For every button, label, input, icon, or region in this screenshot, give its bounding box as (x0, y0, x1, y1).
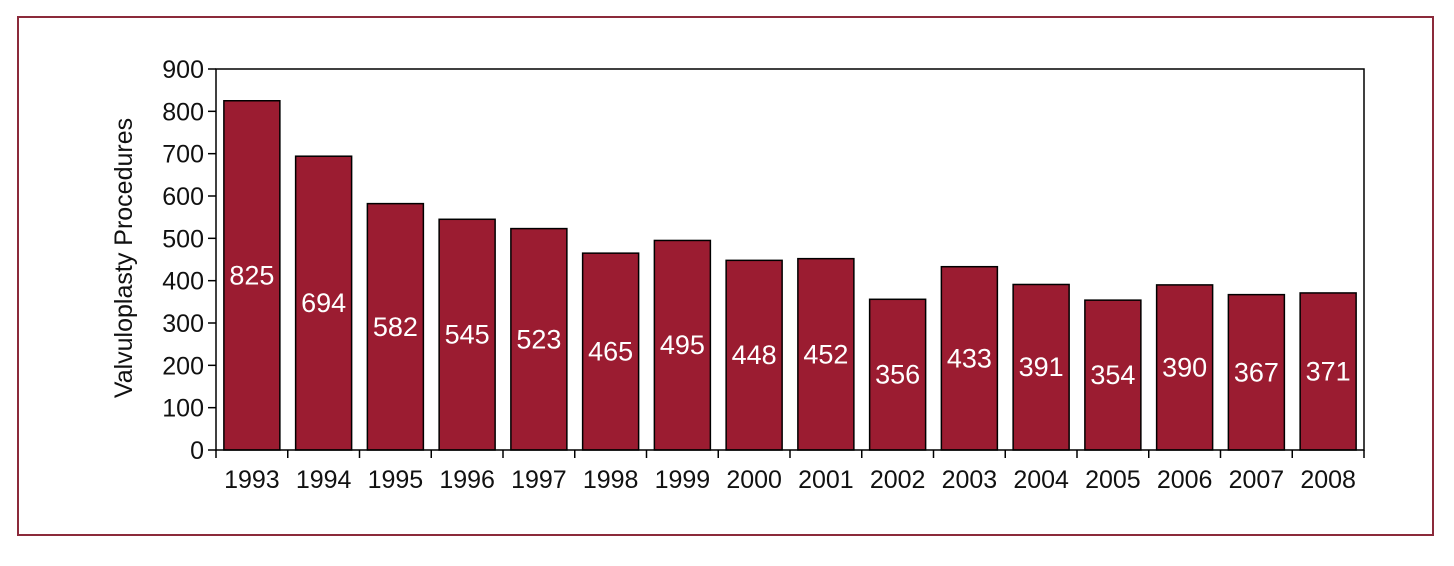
bar (797, 257, 855, 451)
x-tick-label: 2007 (1229, 466, 1285, 494)
y-tick-label: 700 (162, 141, 204, 169)
x-tick-label: 1999 (655, 466, 711, 494)
x-tick-label: 2008 (1300, 466, 1356, 494)
y-tick-label: 800 (162, 98, 204, 126)
bar-value-label: 433 (947, 343, 992, 373)
y-tick-label: 100 (162, 395, 204, 423)
x-tick-label: 2002 (870, 466, 926, 494)
bar-value-label: 448 (732, 340, 777, 370)
y-tick-label: 0 (190, 437, 204, 465)
bar (510, 227, 568, 451)
bar-value-label: 582 (373, 312, 418, 342)
bar (1012, 283, 1070, 451)
x-tick-label: 1997 (511, 466, 567, 494)
x-tick-label: 1993 (224, 466, 280, 494)
y-tick-label: 900 (162, 56, 204, 84)
y-tick-label: 500 (162, 225, 204, 253)
y-tick-label: 300 (162, 310, 204, 338)
x-tick-label: 2001 (798, 466, 854, 494)
bar (1227, 293, 1286, 451)
bar (653, 239, 712, 451)
bar-value-label: 367 (1234, 357, 1279, 387)
bar (294, 155, 353, 451)
x-axis: 1993 1994 1995 1996 1997 1998 1999 2000 2001 2002… (215, 450, 1365, 494)
x-tick-label: 1994 (296, 466, 352, 494)
y-tick-label: 200 (162, 352, 204, 380)
x-tick-label: 1995 (368, 466, 424, 494)
bar-value-label: 452 (803, 339, 848, 369)
bar-value-label: 694 (301, 288, 346, 318)
plot-area (215, 68, 1365, 451)
bar-series: 825 694 582 545 523 465 495 448 452 356 433 391 354 3… (223, 100, 1357, 451)
bar-value-label: 390 (1162, 352, 1207, 382)
bar-value-label: 545 (445, 320, 490, 350)
bar-value-label: 465 (588, 337, 633, 367)
bar-value-label: 391 (1019, 352, 1064, 382)
y-axis-label: Valvuloplasty Procedures (110, 118, 138, 398)
x-tick-label: 2006 (1157, 466, 1213, 494)
bar-value-label: 354 (1090, 360, 1135, 390)
bar-value-label: 371 (1306, 356, 1351, 386)
bar (1299, 292, 1357, 451)
chart-frame (17, 16, 1434, 536)
y-tick-label: 600 (162, 183, 204, 211)
bar (1084, 299, 1142, 451)
x-tick-label: 1998 (583, 466, 639, 494)
bar (223, 100, 281, 451)
bar-value-label: 825 (229, 260, 274, 290)
bar (868, 298, 927, 451)
bar-value-label: 523 (516, 324, 561, 354)
y-tick-label: 400 (162, 268, 204, 296)
bar (438, 218, 496, 451)
bar (940, 265, 999, 451)
x-tick-label: 2005 (1085, 466, 1141, 494)
bar (1155, 284, 1214, 451)
x-tick-label: 2003 (942, 466, 998, 494)
bar-value-label: 356 (875, 360, 920, 390)
x-tick-label: 2000 (726, 466, 782, 494)
bar (581, 252, 640, 451)
bar (366, 202, 425, 451)
y-axis: 0 100 200 300 400 500 600 700 800 900 (162, 56, 216, 465)
x-tick-label: 1996 (439, 466, 495, 494)
bar-value-label: 495 (660, 330, 705, 360)
x-tick-label: 2004 (1013, 466, 1069, 494)
